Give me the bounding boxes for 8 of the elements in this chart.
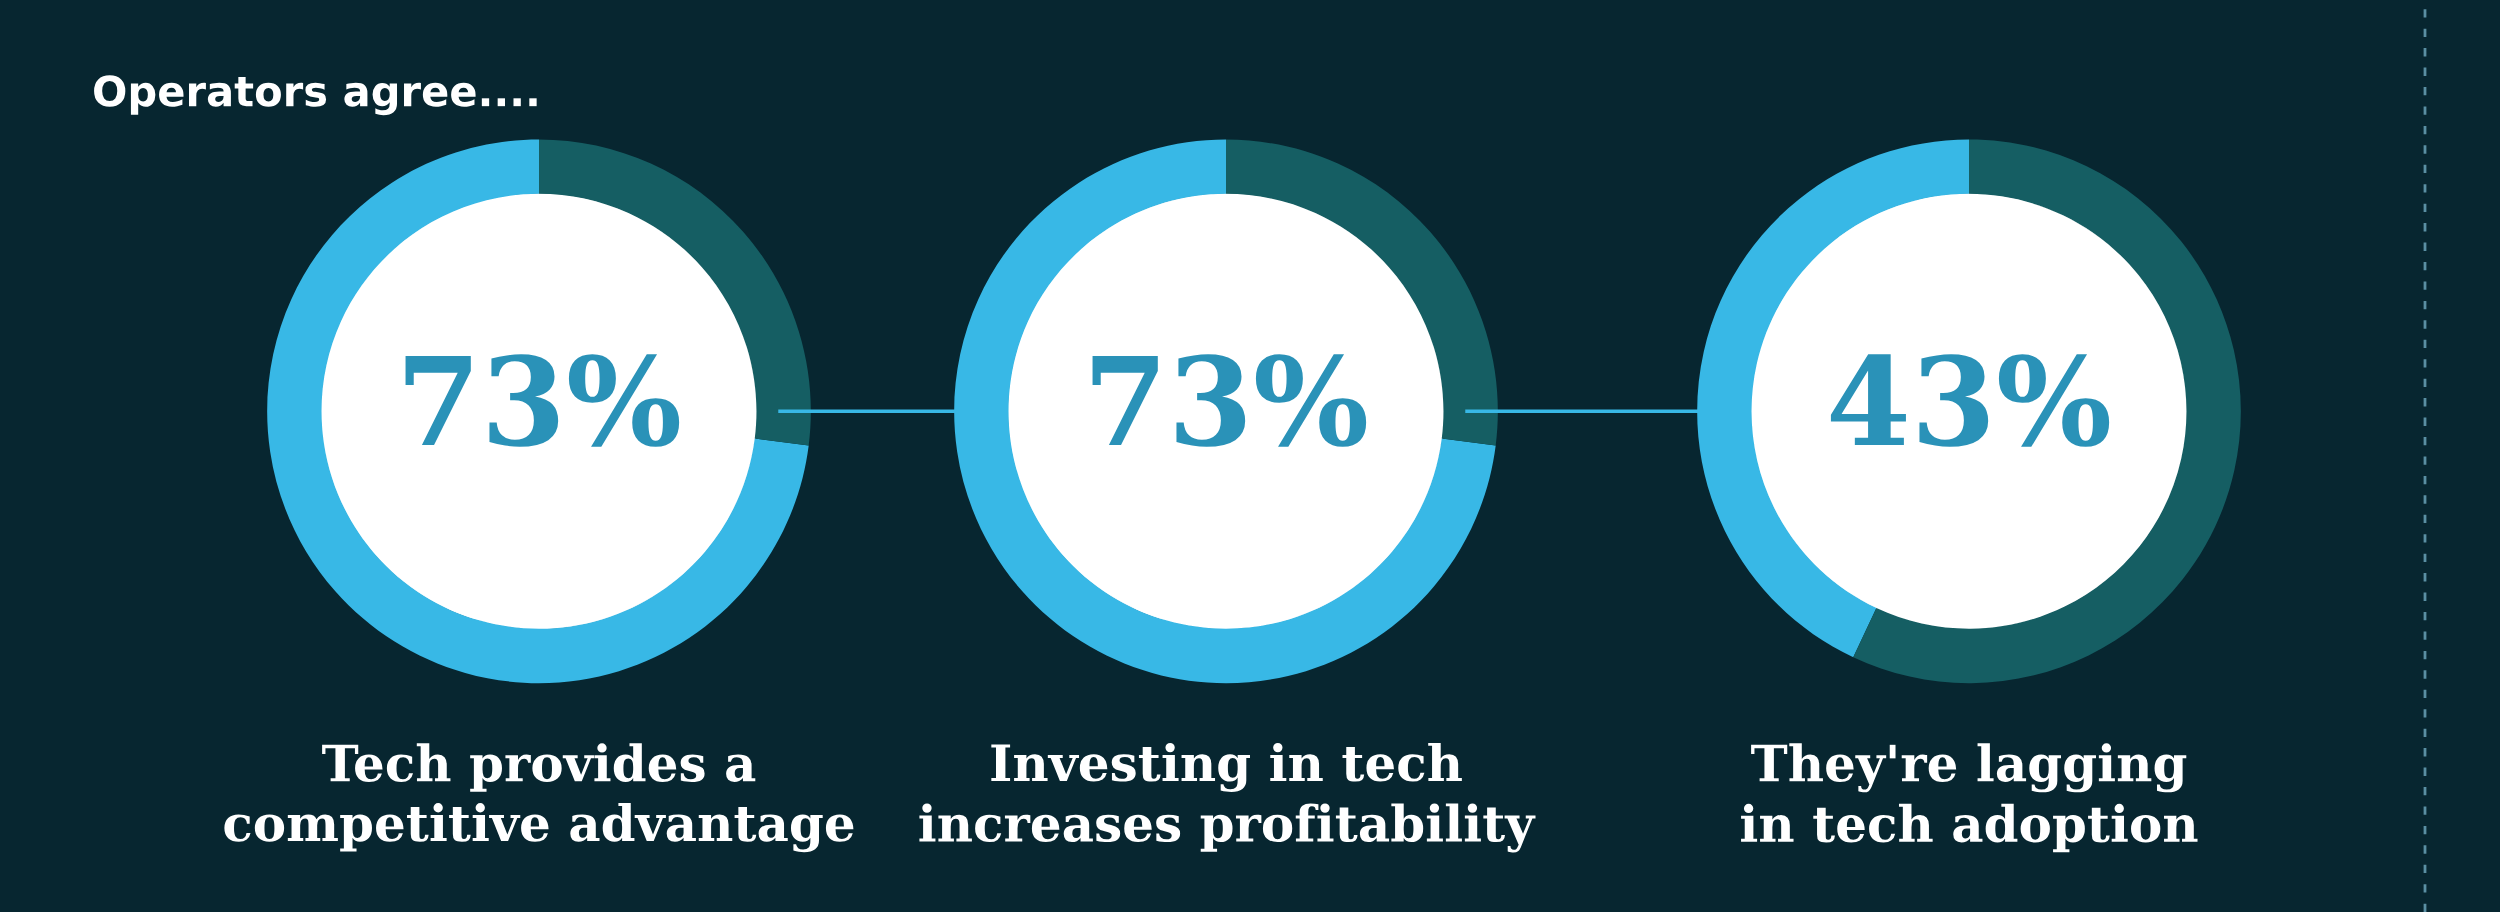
text: They're lagging in tech adoption: [1741, 743, 2198, 853]
data-label: 73%: [405, 354, 680, 447]
data-label: 73%: [1092, 354, 1367, 447]
text: Tech provides a competitive advantage: [224, 743, 854, 853]
data-label: 43%: [1830, 354, 2110, 447]
chart-title: Operators agree....: [94, 75, 537, 116]
donut-slice: [267, 139, 809, 684]
text: Investing in tech increases profitability: [919, 742, 1536, 853]
